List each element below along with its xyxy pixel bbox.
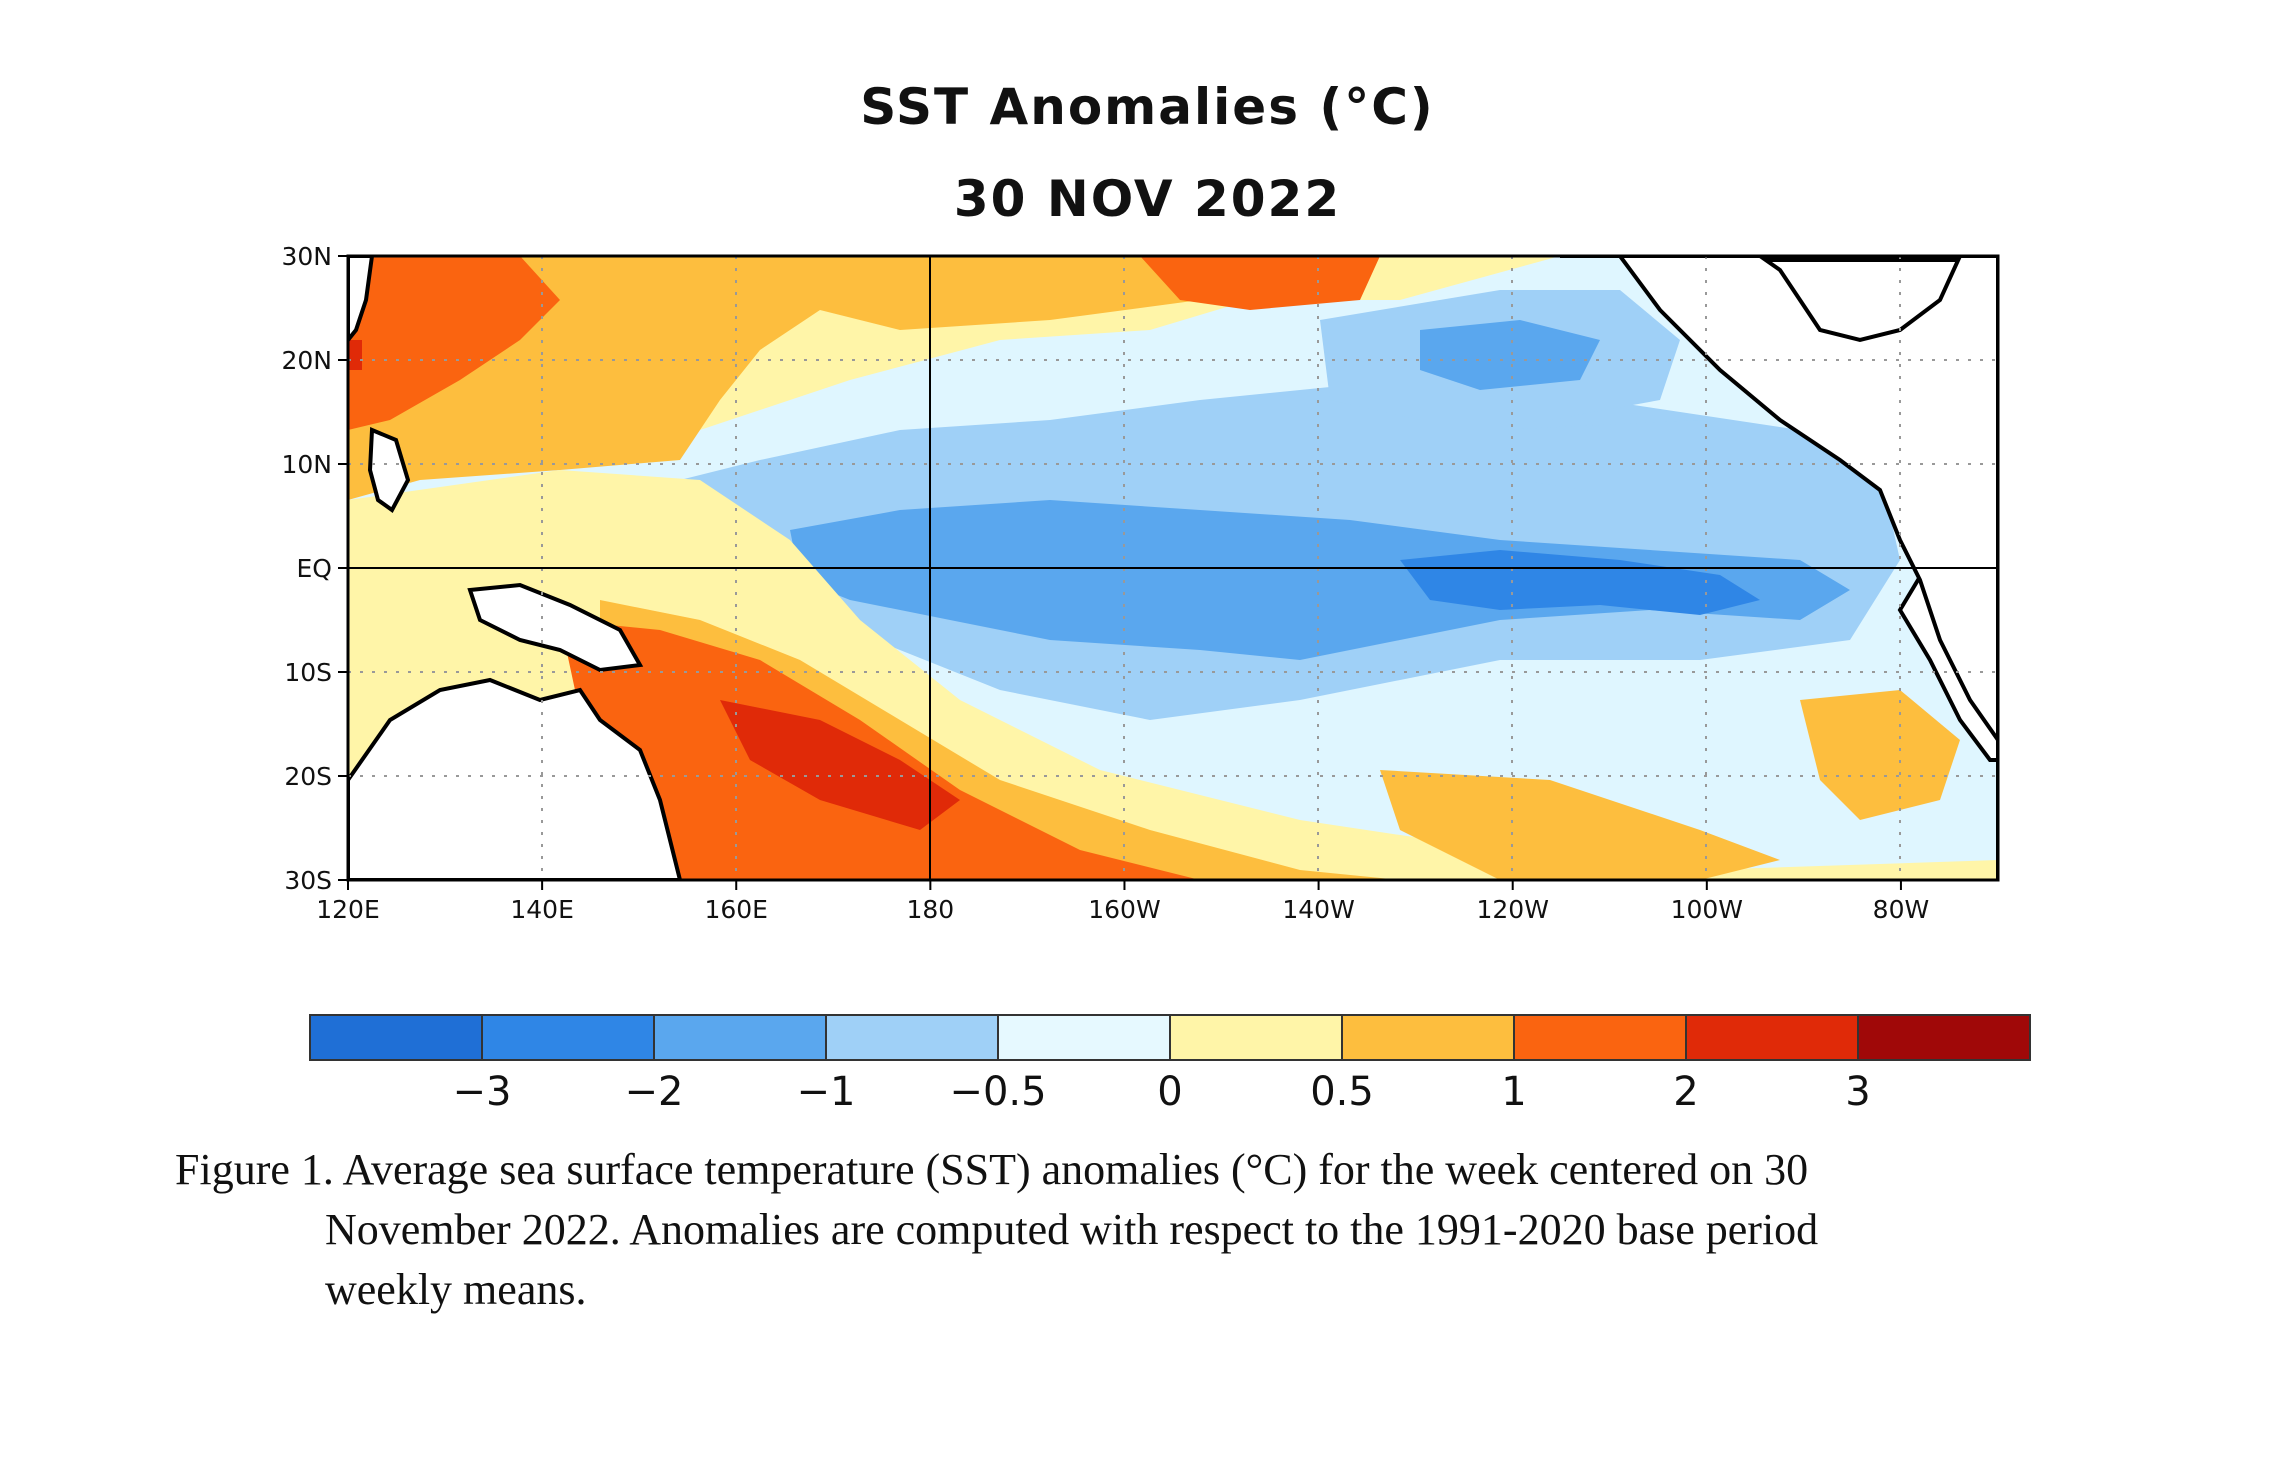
new-guinea <box>467 582 644 673</box>
philippines-islands <box>367 427 411 513</box>
colorbar-ticks: −3 −2 −1 −0.5 0 0.5 1 2 3 <box>453 1069 1871 1115</box>
lat-label-30s: 30S <box>284 866 332 895</box>
lat-label-10s: 10S <box>284 658 332 687</box>
lat-label-30n: 30N <box>281 242 332 271</box>
lon-label-120e: 120E <box>316 895 380 924</box>
colorbar-bin <box>825 1014 999 1061</box>
map-date: 30 NOV 2022 <box>953 170 1342 228</box>
colorbar-bin <box>653 1014 827 1061</box>
map-title: SST Anomalies (°C) <box>860 78 1435 136</box>
lat-label-20s: 20S <box>284 762 332 791</box>
colorbar <box>309 1014 2031 1061</box>
caption-line-1: Figure 1. Average sea surface temperatur… <box>175 1145 1809 1194</box>
ne-pacific-cool-2 <box>1420 320 1600 390</box>
nw-orange-north-patch <box>1140 256 1380 310</box>
far-east-cool <box>1500 420 1880 500</box>
colorbar-bin <box>1341 1014 1515 1061</box>
colorbar-tick-label: 2 <box>1673 1069 1698 1115</box>
colorbar-bin <box>481 1014 655 1061</box>
lat-label-20n: 20N <box>281 346 332 375</box>
caption-line-3: weekly means. <box>325 1265 587 1314</box>
cold-tongue-strong <box>1400 550 1760 615</box>
lon-label-180: 180 <box>906 895 954 924</box>
lon-label-80w: 80W <box>1873 895 1930 924</box>
colorbar-bin <box>1685 1014 1859 1061</box>
colorbar-tick-label: 1 <box>1501 1069 1526 1115</box>
colorbar-tick-label: −2 <box>625 1069 684 1115</box>
reference-lines <box>348 256 1998 880</box>
lat-label-eq: EQ <box>297 554 332 583</box>
central-america <box>1560 256 1998 744</box>
colorbar-bin <box>997 1014 1171 1061</box>
lon-label-120w: 120W <box>1476 895 1548 924</box>
colorbar-bin <box>1857 1014 2031 1061</box>
longitude-axis: 120E 140E 160E 180 160W 140W 120W 100W 80W <box>316 880 1929 924</box>
figure-caption: Figure 1. Average sea surface temperatur… <box>175 1140 2075 1320</box>
colorbar-tick-label: −3 <box>453 1069 512 1115</box>
colorbar-bin <box>1513 1014 1687 1061</box>
lon-label-160w: 160W <box>1088 895 1160 924</box>
lon-label-160e: 160E <box>704 895 768 924</box>
lon-label-140w: 140W <box>1282 895 1354 924</box>
colorbar-tick-label: 0 <box>1157 1069 1182 1115</box>
nw-pacific-deep-orange <box>348 256 560 430</box>
cold-tongue-moderate <box>790 500 1850 660</box>
colorbar-tick-label: 0.5 <box>1310 1069 1374 1115</box>
colorbar-bin <box>1169 1014 1343 1061</box>
nw-red-spot <box>348 340 362 370</box>
lat-label-10n: 10N <box>281 450 332 479</box>
australia <box>348 677 683 880</box>
colorbar-tick-label: −0.5 <box>949 1069 1046 1115</box>
colorbar-bin <box>309 1014 483 1061</box>
se-pacific-orange-2 <box>1800 690 1960 820</box>
asia-philippines-land <box>348 256 375 344</box>
colorbar-tick-label: −1 <box>797 1069 856 1115</box>
colorbar-tick-label: 3 <box>1845 1069 1870 1115</box>
caption-line-2: November 2022. Anomalies are computed wi… <box>325 1205 1819 1254</box>
lon-label-140e: 140E <box>510 895 574 924</box>
lon-label-100w: 100W <box>1671 895 1743 924</box>
latitude-axis: 30N 20N 10N EQ 10S 20S 30S <box>281 242 348 895</box>
sw-pacific-red <box>720 700 960 830</box>
se-pacific-orange <box>1380 770 1780 880</box>
